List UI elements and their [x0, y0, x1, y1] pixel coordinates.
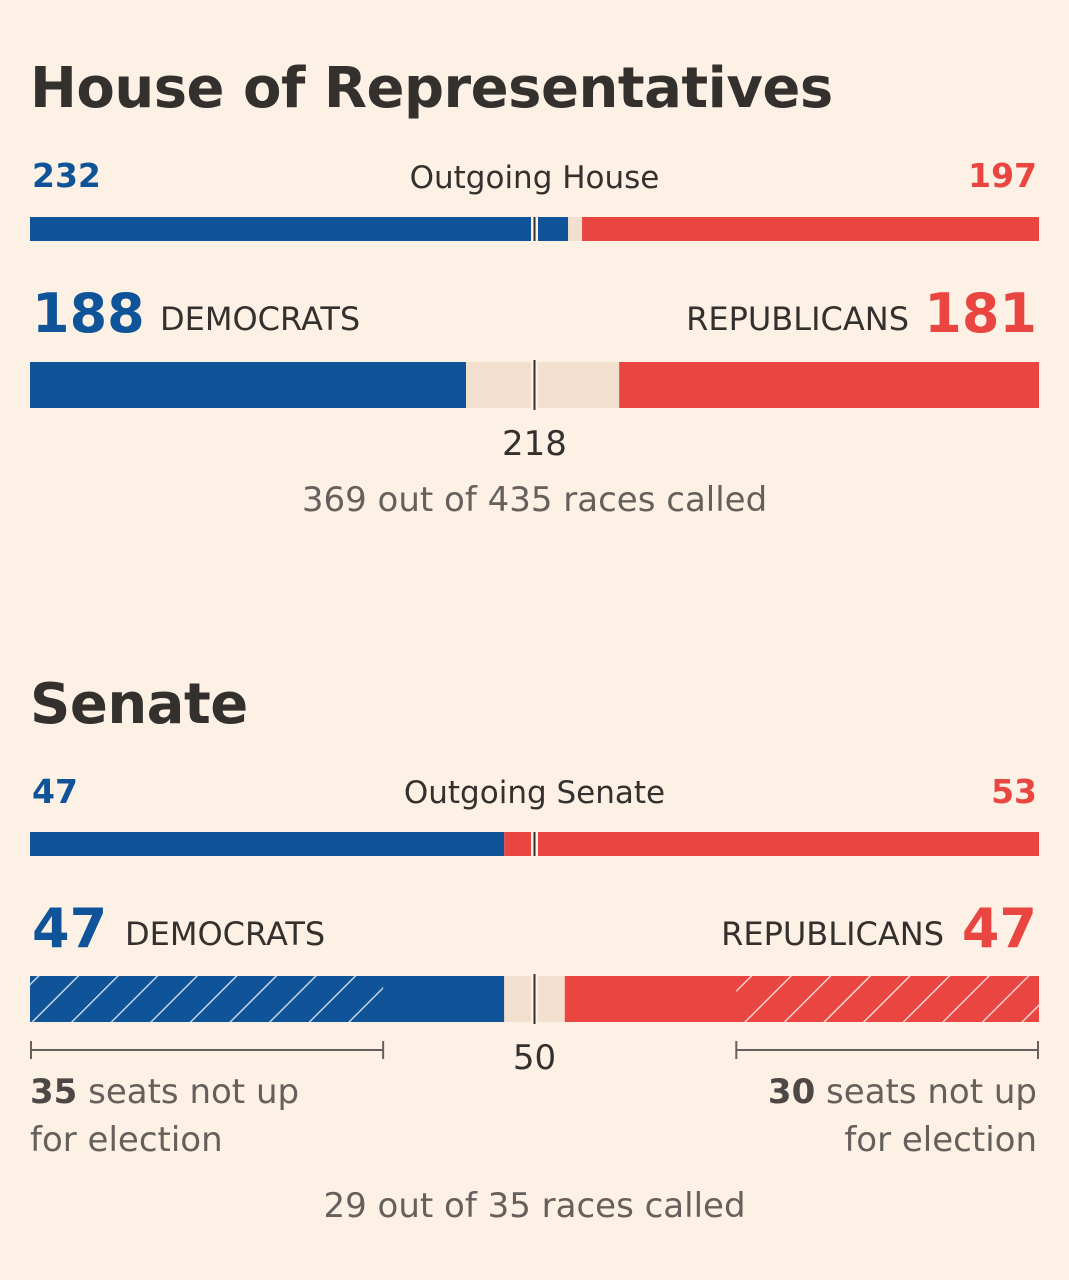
senate-rep-label: REPUBLICANS	[721, 915, 944, 953]
house-title: House of Representatives	[30, 56, 833, 121]
house-outgoing-dem-segment	[30, 217, 569, 241]
house-rep-count: 181	[924, 282, 1037, 345]
senate-races-called: 29 out of 35 races called	[323, 1186, 746, 1226]
senate-dem-not-up-line2: for election	[30, 1120, 223, 1160]
senate-title: Senate	[30, 672, 248, 737]
senate-current-bar	[30, 974, 1039, 1059]
house-dem-label: DEMOCRATS	[160, 300, 361, 338]
house-outgoing-rep-segment	[582, 217, 1039, 241]
senate-dem-not-up-line1: seats not up	[77, 1072, 300, 1112]
senate-dem-not-up-note: 35 seats not up for election	[30, 1068, 299, 1164]
senate-dem-label: DEMOCRATS	[125, 915, 326, 953]
house-rep-segment	[619, 362, 1039, 408]
house-dem-segment	[30, 362, 467, 408]
senate-rep-not-up-note: 30 seats not up for election	[768, 1068, 1037, 1164]
senate-majority-label: 50	[512, 1038, 557, 1078]
senate-dem-not-up-hatched	[30, 976, 384, 1022]
senate-outgoing-label: Outgoing Senate	[403, 775, 666, 811]
house-dem-count: 188	[32, 282, 145, 345]
senate-rep-count: 47	[961, 897, 1037, 960]
senate-outgoing-rep-segment	[504, 832, 1040, 856]
senate-outgoing-rep-count: 53	[991, 772, 1037, 811]
senate-dem-not-up-number: 35	[30, 1072, 78, 1112]
house-outgoing-vacant-segment	[568, 217, 583, 241]
house-outgoing-label: Outgoing House	[409, 160, 660, 196]
house-current-bar	[30, 360, 1039, 410]
house-races-called: 369 out of 435 races called	[301, 480, 768, 520]
house-majority-label: 218	[502, 424, 567, 464]
senate-dem-count: 47	[32, 897, 108, 960]
senate-rep-not-up-line1: seats not up	[815, 1072, 1037, 1112]
house-rep-label: REPUBLICANS	[686, 300, 909, 338]
house-outgoing-bar	[30, 217, 1039, 241]
senate-outgoing-dem-segment	[30, 832, 505, 856]
senate-outgoing-dem-count: 47	[32, 772, 78, 811]
senate-rep-not-up-hatched	[736, 976, 1039, 1022]
senate-rep-not-up-number: 30	[767, 1072, 816, 1112]
house-undecided-segment	[466, 362, 620, 408]
senate-rep-not-up-line2: for election	[844, 1120, 1037, 1160]
house-outgoing-rep-count: 197	[968, 156, 1037, 195]
senate-outgoing-bar	[30, 832, 1040, 856]
house-outgoing-dem-count: 232	[32, 156, 101, 195]
